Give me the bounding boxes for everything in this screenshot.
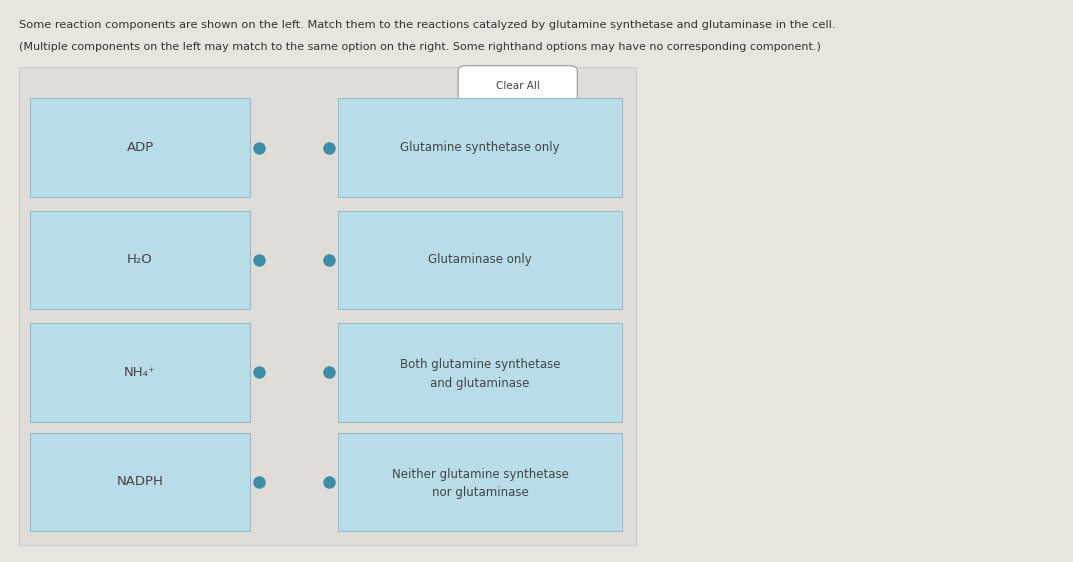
Text: Glutamine synthetase only: Glutamine synthetase only	[400, 141, 560, 154]
Bar	[30, 323, 250, 422]
Text: Neither glutamine synthetase: Neither glutamine synthetase	[392, 468, 569, 481]
Text: nor glutaminase: nor glutaminase	[431, 486, 529, 499]
Bar	[338, 323, 622, 422]
Text: Clear All: Clear All	[496, 81, 540, 90]
Bar	[19, 67, 636, 545]
Bar	[30, 98, 250, 197]
Bar	[338, 211, 622, 309]
Text: H₂O: H₂O	[128, 253, 152, 266]
Bar	[338, 433, 622, 531]
Bar	[30, 211, 250, 309]
Text: Some reaction components are shown on the left. Match them to the reactions cata: Some reaction components are shown on th…	[19, 20, 836, 30]
Text: (Multiple components on the left may match to the same option on the right. Some: (Multiple components on the left may mat…	[19, 42, 821, 52]
Bar	[338, 98, 622, 197]
Text: Glutaminase only: Glutaminase only	[428, 253, 532, 266]
Text: NADPH: NADPH	[117, 475, 163, 488]
FancyBboxPatch shape	[458, 66, 577, 106]
Text: NH₄⁺: NH₄⁺	[124, 366, 156, 379]
Text: ADP: ADP	[127, 141, 153, 154]
Text: Both glutamine synthetase: Both glutamine synthetase	[400, 358, 560, 371]
Text: and glutaminase: and glutaminase	[430, 377, 530, 389]
Bar	[30, 433, 250, 531]
